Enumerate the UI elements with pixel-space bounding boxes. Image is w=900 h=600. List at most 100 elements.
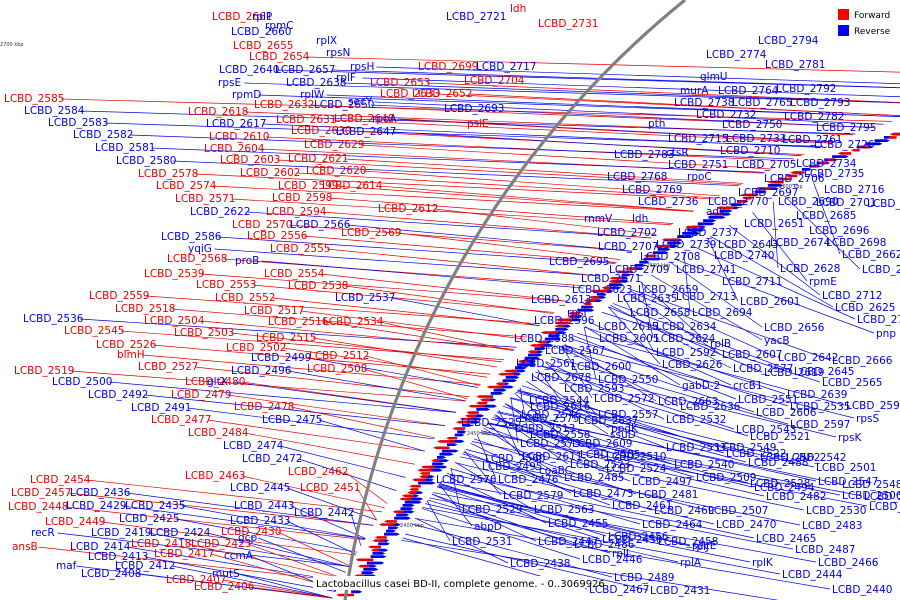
feature-label-lcbd-2419[interactable]: LCBD_2419	[91, 527, 151, 539]
feature-label-lcbd-2706[interactable]: LCBD_2706	[764, 173, 825, 185]
feature-label-lcbd-2761[interactable]: LCBD_2761	[782, 134, 842, 146]
feature-label-lcbd-2647[interactable]: LCBD_2647	[336, 126, 396, 138]
feature-label-ldh[interactable]: ldh	[510, 3, 526, 15]
feature-label-lcbd-2549[interactable]: LCBD_2549	[716, 442, 776, 454]
feature-label-lcbd-2638[interactable]: LCBD_2638	[286, 77, 346, 89]
feature-label-lcbd-2628[interactable]: LCBD_2628	[780, 263, 840, 275]
feature-label-lcbd-2605[interactable]: LCBD_2605	[599, 333, 659, 345]
feature-label-lcbd-2645[interactable]: LCBD_2645	[794, 366, 854, 378]
feature-label-lcbd-2569[interactable]: LCBD_2569	[341, 227, 401, 239]
feature-label-blmh[interactable]: blmH	[117, 349, 145, 361]
feature-label-glmu[interactable]: glmU	[700, 71, 728, 83]
feature-label-lcbd-2698[interactable]: LCBD_2698	[826, 237, 886, 249]
feature-label-rpmd[interactable]: rpmD	[232, 89, 261, 101]
feature-label-lcbd-2498[interactable]: LCBD_2498	[864, 491, 900, 503]
feature-label-lcbd-2636[interactable]: LCBD_2636	[680, 401, 741, 413]
feature-label-lcbd-2782[interactable]: LCBD_2782	[784, 111, 844, 123]
feature-label-lcbd-2496[interactable]: LCBD_2496	[231, 365, 292, 377]
feature-label-recr[interactable]: recR	[31, 527, 55, 539]
feature-label-lcbd-2582[interactable]: LCBD_2582	[73, 129, 133, 141]
feature-label-lcbd-2559[interactable]: LCBD_2559	[89, 290, 149, 302]
feature-label-lcbd-2413[interactable]: LCBD_2413	[88, 551, 148, 563]
feature-label-lcbd-2621[interactable]: LCBD_2621	[288, 153, 348, 165]
feature-label-maf[interactable]: maf	[56, 560, 77, 572]
feature-label-lcbd-2740[interactable]: LCBD_2740	[714, 250, 774, 262]
feature-label-lcbd-2516[interactable]: LCBD_2516	[268, 316, 329, 328]
feature-label-lcbd-2576[interactable]: LCBD_2576	[436, 474, 497, 486]
feature-label-secy[interactable]: secY	[348, 96, 373, 108]
feature-label-lcbd-2623[interactable]: LCBD_2623	[572, 284, 632, 296]
feature-label-lcbd-2652[interactable]: LCBD_2652	[412, 88, 472, 100]
feature-label-lcbd-2485[interactable]: LCBD_2485	[564, 472, 624, 484]
feature-label-lcbd-2450[interactable]: LCBD_2450	[602, 534, 662, 546]
feature-label-lcbd-2458[interactable]: LCBD_2458	[658, 536, 718, 548]
feature-label-lcbd-2414[interactable]: LCBD_2414	[70, 541, 131, 553]
feature-label-rplb[interactable]: rplB	[710, 338, 731, 350]
feature-label-lcbd-2408[interactable]: LCBD_2408	[81, 568, 141, 580]
feature-label-lcbd-2425[interactable]: LCBD_2425	[119, 513, 179, 525]
feature-label-lcbd-2578[interactable]: LCBD_2578	[138, 168, 198, 180]
feature-label-lcbd-2545[interactable]: LCBD_2545	[64, 325, 124, 337]
feature-label-lcbd-2650[interactable]: LCBD_2650	[314, 99, 374, 111]
feature-label-rpmc[interactable]: rpmC	[265, 20, 294, 32]
feature-label-lcbd-2714[interactable]: LCBD_2714	[857, 314, 900, 326]
feature-label-lcbd-2738[interactable]: LCBD_2738	[674, 97, 734, 109]
feature-label-lcbd-2476[interactable]: LCBD_2476	[498, 474, 559, 486]
feature-label-lcbd-2599[interactable]: LCBD_2599	[278, 180, 338, 192]
feature-label-lcbd-2435[interactable]: LCBD_2435	[125, 500, 185, 512]
feature-label-lcbd-2660[interactable]: LCBD_2660	[231, 26, 291, 38]
feature-label-lcbd-2719[interactable]: LCBD_2719	[867, 198, 900, 210]
feature-label-lcbd-2557[interactable]: LCBD_2557	[598, 409, 658, 421]
feature-label-ctsr[interactable]: ctsR	[666, 147, 689, 159]
feature-label-rpme[interactable]: rpmE	[809, 276, 837, 288]
feature-label-lcbd-2615[interactable]: LCBD_2615	[598, 321, 658, 333]
feature-label-lcbd-2483[interactable]: LCBD_2483	[802, 520, 862, 532]
feature-label-lcbd-2433[interactable]: LCBD_2433	[230, 515, 290, 527]
feature-label-lcbd-2631[interactable]: LCBD_2631	[276, 114, 336, 126]
feature-label-lcbd-2492[interactable]: LCBD_2492	[88, 389, 148, 401]
feature-label-lcbd-2705[interactable]: LCBD_2705	[736, 159, 796, 171]
feature-label-lcbd-2442[interactable]: LCBD_2442	[294, 507, 354, 519]
feature-label-lcbd-2469[interactable]: LCBD_2469	[654, 505, 714, 517]
feature-label-muts[interactable]: mutS	[212, 568, 240, 580]
feature-label-lcbd-2593[interactable]: LCBD_2593	[564, 383, 624, 395]
feature-label-lcbd-2634[interactable]: LCBD_2634	[656, 321, 717, 333]
feature-label-lcbd-2562[interactable]: LCBD_2562	[760, 452, 820, 464]
feature-label-lcbd-2505[interactable]: LCBD_2505	[580, 449, 640, 461]
feature-label-lcbd-2521[interactable]: LCBD_2521	[750, 431, 810, 443]
feature-label-rpoa[interactable]: rpoA	[372, 113, 397, 125]
feature-label-lcbd-2612[interactable]: LCBD_2612	[378, 203, 438, 215]
feature-label-lcbd-2472[interactable]: LCBD_2472	[242, 453, 302, 465]
feature-label-lcbd-2502[interactable]: LCBD_2502	[226, 342, 286, 354]
feature-label-rpsk[interactable]: rpsK	[838, 432, 862, 444]
feature-label-lcbd-2600[interactable]: LCBD_2600	[571, 361, 631, 373]
feature-label-lcbd-2625[interactable]: LCBD_2625	[835, 302, 895, 314]
feature-label-lcbd-2577[interactable]: LCBD_2577	[733, 363, 793, 375]
feature-label-lcbd-2429[interactable]: LCBD_2429	[66, 500, 126, 512]
feature-label-lcbd-2536[interactable]: LCBD_2536	[23, 313, 84, 325]
feature-label-lcbd-2491[interactable]: LCBD_2491	[131, 402, 191, 414]
feature-label-rpsh[interactable]: rpsH	[350, 61, 374, 73]
feature-label-lcbd-2418[interactable]: LCBD_2418	[131, 538, 191, 550]
feature-label-lcbd-2537[interactable]: LCBD_2537	[335, 292, 395, 304]
feature-label-lcbd-2446[interactable]: LCBD_2446	[582, 554, 643, 566]
feature-label-lcbd-2792[interactable]: LCBD_2792	[776, 83, 836, 95]
feature-label-ansb[interactable]: ansB	[12, 541, 38, 553]
feature-label-lcbd-2519[interactable]: LCBD_2519	[14, 365, 74, 377]
feature-label-rplk[interactable]: rplK	[752, 557, 774, 569]
feature-label-lcbd-2563[interactable]: LCBD_2563	[534, 504, 594, 516]
feature-label-lcbd-2529[interactable]: LCBD_2529	[462, 504, 522, 516]
feature-label-lcbd-2651[interactable]: LCBD_2651	[744, 218, 804, 230]
feature-label-lcbd-2713[interactable]: LCBD_2713	[676, 291, 736, 303]
feature-label-lcbd-2461[interactable]: LCBD_2461	[612, 500, 672, 512]
feature-label-lcbd-2583[interactable]: LCBD_2583	[48, 117, 108, 129]
feature-label-lcbd-2478[interactable]: LCBD_2478	[234, 401, 294, 413]
feature-label-lcbd-2572[interactable]: LCBD_2572	[594, 393, 654, 405]
feature-label-lcbd-2486[interactable]: LCBD_2486	[574, 539, 635, 551]
feature-label-lcbd-2637[interactable]: LCBD_2637	[578, 415, 638, 427]
feature-label-lcbd-2412[interactable]: LCBD_2412	[115, 560, 175, 572]
feature-label-lcbd-2731[interactable]: LCBD_2731	[538, 18, 598, 30]
feature-label-lcbd-2609[interactable]: LCBD_2609	[572, 438, 632, 450]
feature-label-lcbd-2585[interactable]: LCBD_2585	[4, 93, 64, 105]
feature-label-lcbd-2490[interactable]: LCBD_2490	[869, 501, 900, 513]
